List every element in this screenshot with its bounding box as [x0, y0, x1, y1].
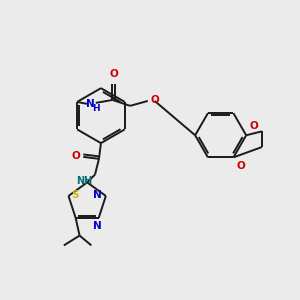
Text: N: N [93, 190, 102, 200]
Text: N: N [93, 221, 102, 231]
Text: O: O [249, 122, 258, 131]
Text: O: O [151, 95, 160, 105]
Text: N: N [86, 99, 95, 109]
Text: O: O [236, 161, 245, 171]
Text: O: O [109, 69, 118, 79]
Text: H: H [92, 104, 100, 113]
Text: O: O [72, 151, 80, 161]
Text: NH: NH [76, 176, 92, 185]
Text: S: S [71, 190, 79, 200]
